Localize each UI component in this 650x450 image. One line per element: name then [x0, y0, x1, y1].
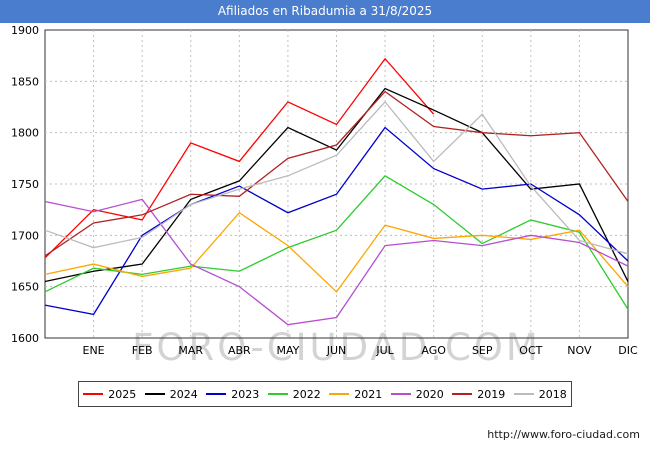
legend-color-2019 [452, 393, 473, 395]
svg-text:ABR: ABR [228, 344, 251, 357]
legend-color-2018 [513, 393, 534, 395]
legend-label-2023: 2023 [231, 387, 260, 401]
legend-item-2024: 2024 [144, 387, 198, 401]
svg-text:ENE: ENE [83, 344, 105, 357]
legend-color-2024 [144, 393, 165, 395]
legend-color-2020 [390, 393, 411, 395]
legend-label-2020: 2020 [415, 387, 444, 401]
legend-color-2023 [206, 393, 227, 395]
legend-label-2024: 2024 [169, 387, 198, 401]
legend-label-2018: 2018 [538, 387, 567, 401]
chart-title: Afiliados en Ribadumia a 31/8/2025 [0, 0, 650, 23]
legend-item-2018: 2018 [513, 387, 567, 401]
legend-color-2025 [83, 393, 104, 395]
website-link[interactable]: http://www.foro-ciudad.com [487, 428, 640, 441]
svg-text:FEB: FEB [132, 344, 153, 357]
legend-item-2023: 2023 [206, 388, 259, 401]
svg-text:AGO: AGO [421, 344, 446, 357]
legend-color-2021 [329, 393, 350, 395]
svg-text:JUL: JUL [375, 344, 394, 357]
svg-text:JUN: JUN [326, 344, 347, 357]
svg-text:MAR: MAR [178, 344, 203, 357]
watermark: FORO-CIUDAD.COM [132, 326, 541, 369]
chart-legend: 2025 2024 2023 2022 2021 2020 2019 2018 [78, 381, 572, 407]
legend-item-2019: 2019 [452, 388, 505, 401]
svg-text:DIC: DIC [618, 344, 638, 357]
svg-text:NOV: NOV [567, 344, 592, 357]
legend-label-2019: 2019 [477, 387, 506, 401]
svg-text:1700: 1700 [11, 229, 39, 242]
legend-label-2021: 2021 [354, 387, 383, 401]
svg-text:1600: 1600 [11, 332, 39, 345]
svg-text:MAY: MAY [276, 344, 299, 357]
svg-text:1900: 1900 [11, 24, 39, 37]
legend-item-2025: 2025 [83, 388, 136, 401]
legend-color-2022 [267, 393, 288, 395]
legend-item-2022: 2022 [267, 387, 321, 401]
svg-text:1850: 1850 [11, 75, 39, 88]
legend-item-2020: 2020 [390, 387, 444, 401]
svg-text:1800: 1800 [11, 127, 39, 140]
svg-text:OCT: OCT [519, 344, 542, 357]
legend-label-2025: 2025 [108, 387, 137, 401]
svg-text:SEP: SEP [472, 344, 493, 357]
svg-text:1650: 1650 [11, 281, 39, 294]
legend-label-2022: 2022 [292, 387, 321, 401]
svg-text:1750: 1750 [11, 178, 39, 191]
legend-item-2021: 2021 [329, 388, 382, 401]
